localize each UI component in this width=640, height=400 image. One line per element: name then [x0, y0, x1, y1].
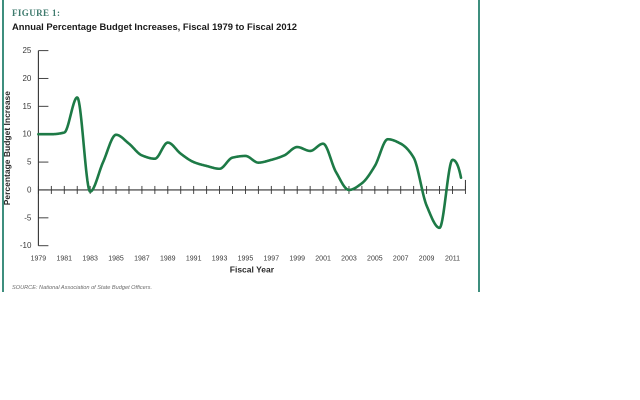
svg-text:-10: -10 — [20, 241, 32, 250]
svg-text:1985: 1985 — [108, 256, 124, 263]
svg-text:5: 5 — [27, 158, 32, 167]
svg-text:2001: 2001 — [315, 256, 331, 263]
svg-text:Percentage Budget Increase: Percentage Budget Increase — [2, 91, 12, 206]
svg-text:2005: 2005 — [367, 256, 383, 263]
svg-text:Fiscal Year: Fiscal Year — [230, 265, 275, 275]
svg-text:2003: 2003 — [341, 256, 357, 263]
svg-text:1981: 1981 — [56, 256, 72, 263]
svg-text:2011: 2011 — [445, 256, 460, 263]
svg-text:10: 10 — [22, 130, 31, 139]
svg-text:-5: -5 — [24, 213, 32, 222]
svg-text:1989: 1989 — [160, 256, 176, 263]
svg-text:20: 20 — [22, 74, 31, 83]
svg-text:1987: 1987 — [134, 256, 150, 263]
svg-text:1995: 1995 — [238, 256, 254, 263]
svg-text:15: 15 — [22, 102, 31, 111]
svg-text:1999: 1999 — [289, 256, 305, 263]
svg-text:1991: 1991 — [186, 256, 202, 263]
svg-text:2009: 2009 — [419, 256, 435, 263]
svg-text:1997: 1997 — [264, 256, 280, 263]
svg-text:1983: 1983 — [82, 256, 98, 263]
svg-text:1993: 1993 — [212, 256, 228, 263]
svg-text:25: 25 — [22, 46, 31, 55]
svg-text:0: 0 — [27, 185, 32, 194]
svg-text:2007: 2007 — [393, 256, 409, 263]
svg-text:1979: 1979 — [31, 256, 47, 263]
